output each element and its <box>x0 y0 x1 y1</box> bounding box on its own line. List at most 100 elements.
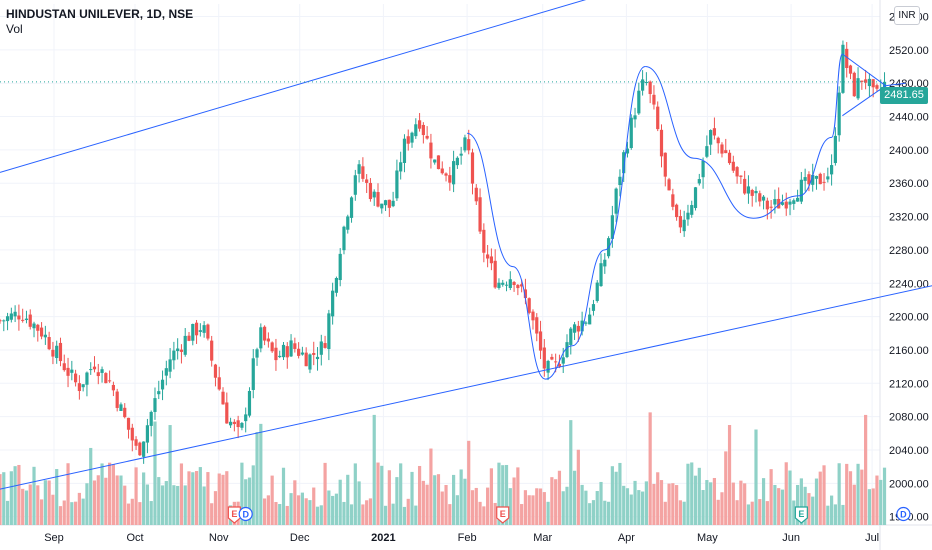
volume-bar <box>425 484 429 525</box>
earnings-marker: E <box>794 506 808 524</box>
volume-bar <box>402 506 407 525</box>
dividend-badge <box>896 506 911 522</box>
candle-body <box>380 203 384 209</box>
candle-body <box>780 202 785 205</box>
candle-body <box>387 199 391 208</box>
volume-bar <box>807 493 811 525</box>
dividend-letter: D <box>242 510 249 520</box>
volume-bar <box>342 501 346 525</box>
candle-body <box>179 349 184 352</box>
candle-body <box>712 128 717 136</box>
volume-bar <box>5 500 10 525</box>
volume-bar <box>168 425 172 525</box>
candle-body <box>867 78 871 87</box>
candle-body <box>436 155 441 170</box>
candle-body <box>724 150 728 154</box>
volume-series <box>0 412 887 525</box>
volume-bar <box>297 495 301 525</box>
volume-bar <box>414 505 418 525</box>
candle-body <box>278 355 282 358</box>
candle-body <box>811 174 815 185</box>
candle-body <box>837 92 841 136</box>
volume-bar <box>531 495 535 525</box>
candle-body <box>463 137 467 151</box>
volume-bar <box>576 449 580 525</box>
candle-body <box>160 379 165 390</box>
volume-bar <box>300 492 304 525</box>
volume-bar <box>777 488 781 525</box>
candle-body <box>365 179 369 183</box>
candle-body <box>429 142 433 159</box>
volume-bar <box>701 490 705 525</box>
volume-bar <box>160 485 165 525</box>
candle-body <box>644 81 648 83</box>
candle-body <box>361 166 365 179</box>
volume-bar <box>580 484 584 525</box>
volume-bar <box>21 488 25 525</box>
y-tick-label: 2160.00 <box>889 345 929 357</box>
candle-body <box>92 366 97 370</box>
candle-body <box>81 384 85 388</box>
candle-body <box>334 278 339 293</box>
candle-body <box>743 178 747 194</box>
candle-body <box>255 349 259 358</box>
volume-bar <box>217 473 221 525</box>
candle-body <box>259 327 263 349</box>
y-tick-label: 2200.00 <box>889 312 929 324</box>
volume-bar <box>372 414 376 525</box>
candle-body <box>516 284 520 289</box>
candle-body <box>300 352 304 355</box>
candle-body <box>550 356 554 360</box>
volume-bar <box>769 469 773 525</box>
volume-bar <box>108 462 112 525</box>
volume-bar <box>478 501 482 525</box>
currency-button[interactable]: INR <box>894 6 920 25</box>
candle-body <box>830 165 834 175</box>
volume-bar <box>221 474 225 525</box>
candle-body <box>202 325 206 333</box>
candle-body <box>633 115 637 120</box>
candle-body <box>535 317 539 334</box>
volume-bar <box>712 477 717 525</box>
candle-body <box>28 314 32 327</box>
volume-bar <box>429 448 433 525</box>
volume-bar <box>795 484 800 525</box>
volume-bar <box>830 495 834 525</box>
volume-bar <box>452 474 456 525</box>
candle-body <box>62 363 66 371</box>
volume-bar <box>100 463 104 525</box>
volume-bar <box>32 466 36 525</box>
candle-body <box>618 176 622 186</box>
candle-body <box>297 348 301 356</box>
volume-bar <box>327 490 331 525</box>
candle-body <box>346 216 350 230</box>
candle-body <box>331 290 335 317</box>
candle-body <box>176 348 180 352</box>
volume-bar <box>746 504 751 525</box>
pattern-arc-cup-left <box>466 66 646 380</box>
candle-body <box>758 193 762 202</box>
x-tick-label: Apr <box>618 532 635 544</box>
volume-bar <box>565 486 569 525</box>
volume-bar <box>194 471 199 525</box>
volume-bar <box>735 500 739 525</box>
candle-body <box>414 124 418 137</box>
volume-bar <box>270 475 274 525</box>
volume-bar <box>225 471 229 525</box>
earnings-badge <box>794 506 808 524</box>
candle-body <box>678 216 682 228</box>
candle-body <box>58 342 63 362</box>
volume-bar <box>784 462 788 525</box>
candle-body <box>421 124 425 136</box>
volume-bar <box>455 495 459 525</box>
volume-bar <box>833 504 837 525</box>
candle-body <box>826 176 830 180</box>
candle-body <box>100 369 104 373</box>
volume-bar <box>584 490 588 525</box>
candle-body <box>213 364 218 378</box>
candle-body <box>444 173 448 176</box>
candle-body <box>769 206 773 208</box>
volume-bar <box>550 477 554 525</box>
trendline-triangle-upper <box>842 53 886 87</box>
